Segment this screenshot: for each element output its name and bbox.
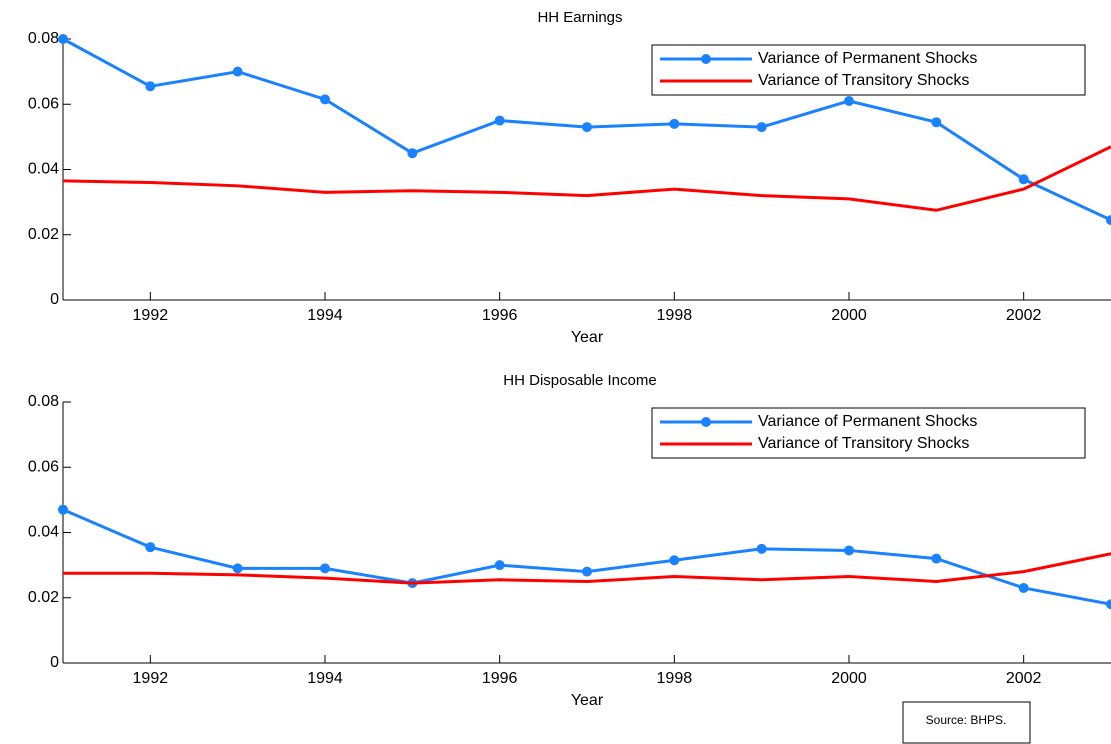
x-tick-label: 1994 (307, 307, 343, 324)
x-tick-label: 2000 (831, 670, 867, 687)
point (931, 117, 942, 128)
x-tick-label: 1998 (657, 307, 693, 324)
point (232, 563, 243, 574)
point (232, 66, 243, 77)
point (582, 122, 592, 133)
series-line (62, 508, 1111, 606)
chart-title: HH Disposable Income (503, 372, 656, 389)
y-tick-label: 0.08 (28, 393, 59, 410)
x-tick-label: 1994 (307, 670, 343, 687)
point (320, 94, 330, 105)
legend-marker (701, 417, 711, 427)
x-tick-label: 2002 (1006, 307, 1042, 324)
y-tick-label: 0.08 (28, 30, 59, 47)
series-line (63, 552, 1111, 585)
chart-title: HH Earnings (537, 9, 622, 26)
y-tick-label: 0.06 (28, 95, 59, 112)
x-tick-label: 1998 (657, 670, 693, 687)
point (145, 81, 156, 92)
y-tick-label: 0 (50, 654, 59, 671)
x-tick-label: 1992 (133, 307, 169, 324)
point (145, 542, 156, 553)
y-tick-label: 0.04 (28, 161, 59, 178)
y-tick-label: 0.04 (28, 524, 59, 541)
y-tick-label: 0.02 (28, 226, 59, 243)
source-box (902, 701, 1031, 744)
series-line (62, 145, 1111, 212)
point (582, 566, 592, 577)
x-tick-label: 2002 (1006, 670, 1042, 687)
point (58, 504, 68, 515)
x-axis-label: Year (571, 692, 604, 709)
point (844, 95, 854, 106)
point (1106, 215, 1111, 226)
y-tick-label: 0.02 (28, 589, 59, 606)
point (931, 553, 942, 564)
legend-marker (701, 54, 711, 64)
point (669, 118, 680, 129)
point (756, 543, 767, 554)
source-note: Source: BHPS. (926, 713, 1007, 727)
legend-label: Variance of Transitory Shocks (758, 72, 969, 89)
point (669, 555, 680, 566)
x-tick-label: 1992 (133, 670, 169, 687)
point (756, 122, 767, 133)
legend-label: Variance of Transitory Shocks (758, 435, 969, 452)
point (494, 115, 505, 126)
x-tick-label: 2000 (831, 307, 867, 324)
point (407, 148, 418, 159)
y-tick-label: 0.06 (28, 458, 59, 475)
point (320, 563, 330, 574)
legend-box (651, 407, 1086, 459)
point (58, 34, 68, 44)
x-axis-label: Year (571, 329, 604, 346)
legend-label: Variance of Permanent Shocks (758, 50, 977, 67)
point (1018, 174, 1029, 185)
point (844, 545, 854, 556)
y-tick-label: 0 (50, 291, 59, 308)
x-tick-label: 1996 (482, 670, 518, 687)
point (494, 560, 505, 571)
point (1018, 582, 1029, 593)
legend-label: Variance of Permanent Shocks (758, 413, 977, 430)
x-tick-label: 1996 (482, 307, 518, 324)
point (1106, 599, 1111, 610)
legend-box (651, 44, 1086, 96)
